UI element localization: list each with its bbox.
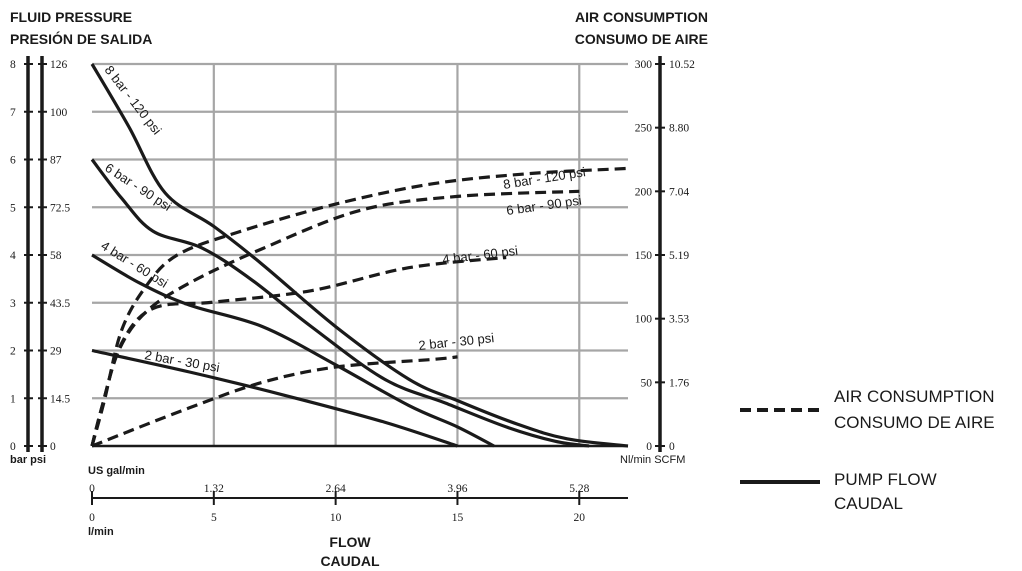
y2-tick-scfm: 0 [669,441,675,453]
legend: AIR CONSUMPTION CONSUMO DE AIRE PUMP FLO… [740,387,995,513]
y2-tick-scfm: 1.76 [669,377,689,389]
y-tick-bar: 3 [10,298,16,310]
y2-tick-nlmin: 200 [635,186,653,198]
right-axis-units: Nl/min SCFM [620,454,685,466]
x-title-line1: FLOW [329,534,371,550]
pump-flow-line-2 [91,253,495,448]
y2-tick-nlmin: 50 [641,377,653,389]
y2-tick-nlmin: 250 [635,123,653,135]
x-unit-usgal: US gal/min [88,465,145,477]
legend-air-line2: CONSUMO DE AIRE [834,413,995,432]
y-tick-psi: 43.5 [50,298,70,310]
x-tick-usgal: 2.64 [326,483,346,495]
air-label-4bar: 4 bar - 60 psi [442,243,519,267]
y-tick-psi: 126 [50,59,68,71]
left-title-line1: FLUID PRESSURE [10,9,132,25]
y-tick-psi: 72.5 [50,202,70,214]
x-tick-lmin: 10 [330,512,342,524]
y2-tick-scfm: 7.04 [669,186,689,198]
y2-tick-scfm: 10.52 [669,59,695,71]
x-tick-usgal: 0 [89,483,95,495]
y-tick-bar: 5 [10,202,16,214]
y-tick-psi: 87 [50,155,62,167]
x-tick-lmin: 5 [211,512,217,524]
y-tick-psi: 0 [50,441,56,453]
x-tick-lmin: 20 [574,512,586,524]
x-tick-usgal: 1.32 [204,483,224,495]
air-consumption-line-0 [90,166,629,447]
y2-tick-nlmin: 100 [635,314,653,326]
legend-pump-line2: CAUDAL [834,494,903,513]
pump-label-8bar: 8 bar - 120 psi [102,63,165,138]
y2-tick-nlmin: 300 [635,59,653,71]
y-tick-psi: 29 [50,346,62,358]
y2-tick-nlmin: 0 [646,441,652,453]
grid [92,62,628,446]
right-title-line2: CONSUMO DE AIRE [575,31,708,47]
air-label-8bar: 8 bar - 120 psi [502,164,587,192]
y-tick-bar: 4 [10,250,16,262]
y-tick-psi: 100 [50,107,68,119]
y2-tick-scfm: 5.19 [669,250,689,262]
axes [24,56,665,505]
y-tick-bar: 7 [10,107,16,119]
y-tick-bar: 0 [10,441,16,453]
y-tick-psi: 14.5 [50,393,70,405]
pump-flow-line-3 [91,348,458,448]
y-tick-bar: 1 [10,393,16,405]
left-title-line2: PRESIÓN DE SALIDA [10,30,152,47]
legend-pump-line1: PUMP FLOW [834,470,937,489]
air-label-6bar: 6 bar - 90 psi [505,193,582,218]
y2-tick-nlmin: 150 [635,250,653,262]
y-tick-psi: 58 [50,250,62,262]
y2-tick-scfm: 8.80 [669,123,689,135]
x-tick-lmin: 0 [89,512,95,524]
series [90,63,629,448]
x-title-line2: CAUDAL [320,553,380,569]
x-tick-usgal: 5.28 [569,483,589,495]
y-tick-bar: 8 [10,59,16,71]
x-tick-usgal: 3.96 [447,483,467,495]
y-tick-bar: 6 [10,155,16,167]
air-consumption-line-3 [91,355,458,448]
air-consumption-line-2 [90,255,507,447]
left-axis-units: bar psi [10,454,46,466]
x-tick-lmin: 15 [452,512,464,524]
pump-flow-line-0 [90,63,629,448]
right-title-line1: AIR CONSUMPTION [575,9,708,25]
x-unit-lmin: l/min [88,526,114,538]
y2-tick-scfm: 3.53 [669,314,689,326]
legend-air-line1: AIR CONSUMPTION [834,387,995,406]
pump-flow-line-1 [90,158,590,448]
y-tick-bar: 2 [10,346,16,358]
